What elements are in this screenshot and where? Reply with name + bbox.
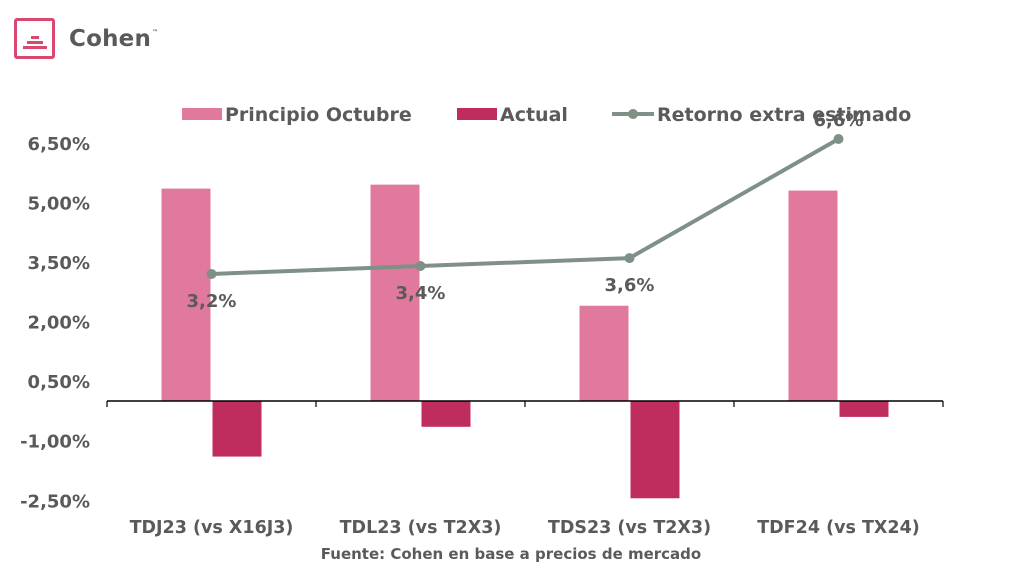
line-retorno-extra	[211, 137, 840, 276]
legend-swatch-marker	[628, 109, 638, 119]
bar-principio-octubre	[788, 190, 838, 401]
source-note: Fuente: Cohen en base a precios de merca…	[321, 545, 701, 563]
legend-label: Actual	[500, 104, 568, 126]
cohen-logo-icon	[14, 18, 55, 59]
y-tick-label: 3,50%	[28, 253, 90, 274]
brand-name: Cohen™	[69, 25, 159, 52]
x-category-label: TDJ23 (vs X16J3)	[130, 518, 294, 538]
legend-label: Principio Octubre	[225, 104, 412, 126]
legend-swatch	[182, 108, 222, 120]
bar-actual	[421, 401, 471, 427]
x-category-label: TDF24 (vs TX24)	[757, 518, 920, 538]
bar-actual	[212, 401, 262, 457]
line-point	[206, 268, 217, 279]
data-label: 3,2%	[187, 291, 237, 312]
y-tick-label: 5,00%	[28, 194, 90, 215]
line-point	[624, 253, 635, 264]
bar-principio-octubre	[579, 305, 629, 401]
y-tick-label: -1,00%	[20, 432, 90, 453]
legend-label: Retorno extra estimado	[657, 104, 911, 126]
y-tick-label: 0,50%	[28, 372, 90, 393]
x-category-label: TDL23 (vs T2X3)	[340, 518, 502, 538]
data-label: 3,6%	[605, 275, 655, 296]
y-tick-label: 6,50%	[28, 134, 90, 155]
bar-principio-octubre	[370, 184, 420, 401]
brand-logo: Cohen™	[14, 18, 158, 59]
x-category-label: TDS23 (vs T2X3)	[548, 518, 711, 538]
line-point	[415, 261, 426, 272]
bar-principio-octubre	[161, 188, 211, 401]
y-tick-label: 2,00%	[28, 313, 90, 334]
bar-actual	[839, 401, 889, 417]
bar-actual	[630, 401, 680, 499]
legend-swatch	[457, 108, 497, 120]
line-point	[833, 133, 844, 144]
y-tick-label: -2,50%	[20, 491, 90, 512]
data-label: 6,6%	[814, 110, 864, 131]
data-label: 3,4%	[396, 283, 446, 304]
